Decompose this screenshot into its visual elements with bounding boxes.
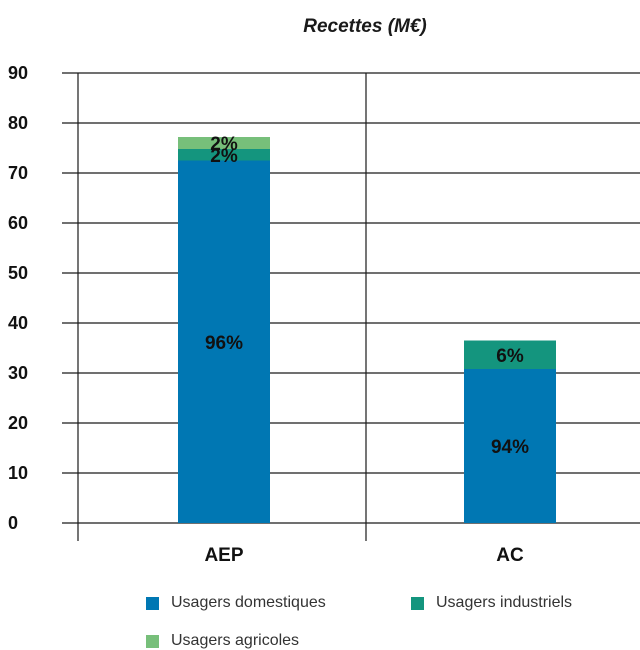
legend-swatch xyxy=(146,596,159,610)
bar-layer xyxy=(178,137,556,523)
y-tick-label: 80 xyxy=(8,113,28,133)
data-label: 94% xyxy=(491,437,529,458)
legend-item: Usagers industriels xyxy=(411,594,572,612)
legend-item: Usagers agricoles xyxy=(146,632,299,650)
y-tick-label: 10 xyxy=(8,463,28,483)
y-tick-label: 50 xyxy=(8,263,28,283)
y-tick-label: 30 xyxy=(8,363,28,383)
y-tick-label: 60 xyxy=(8,213,28,233)
bar-segment xyxy=(464,340,556,369)
x-tick-label: AC xyxy=(496,545,524,566)
bar-segment xyxy=(178,137,270,149)
y-tick-label: 70 xyxy=(8,163,28,183)
bar-segment xyxy=(464,369,556,523)
y-tick-label: 20 xyxy=(8,413,28,433)
chart-title: Recettes (M€) xyxy=(303,16,427,37)
axis-layer: 0 10 20 30 40 50 60 70 80 90 AEP AC xyxy=(8,63,524,566)
legend-item: Usagers domestiques xyxy=(146,594,326,612)
y-tick-label: 40 xyxy=(8,313,28,333)
y-tick-label: 0 xyxy=(8,513,18,533)
legend-swatch xyxy=(411,596,424,610)
legend-label: Usagers industriels xyxy=(436,594,573,611)
legend-label: Usagers domestiques xyxy=(171,594,326,611)
data-label: 6% xyxy=(496,346,524,367)
x-tick-label: AEP xyxy=(204,545,243,566)
bar-segment xyxy=(178,149,270,161)
data-label: 2% xyxy=(210,134,238,155)
data-label: 96% xyxy=(205,333,243,354)
legend-label: Usagers agricoles xyxy=(171,632,300,649)
y-tick-label: 90 xyxy=(8,63,28,83)
label-layer: 96% 2%2% 94% 6% xyxy=(205,134,529,458)
data-label: 2% xyxy=(210,146,238,167)
bar-segment xyxy=(178,160,270,523)
legend-swatch xyxy=(146,634,159,648)
